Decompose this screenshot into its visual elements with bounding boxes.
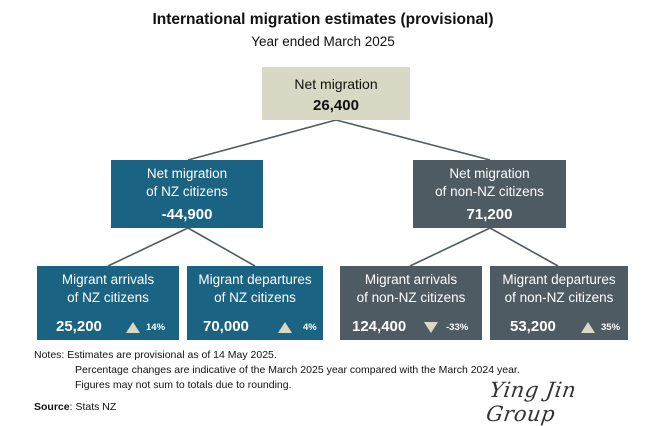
up-triangle-icon: [126, 322, 140, 333]
net-migration-nonnz-label-2: of non-NZ citizens: [435, 184, 544, 199]
net-migration-nonnz-label-1: Net migration: [449, 166, 530, 181]
nz-arrivals-change: 14%: [146, 322, 166, 333]
nonnz-arrivals-box: Migrant arrivals of non-NZ citizens 124,…: [340, 266, 482, 340]
nonnz-arrivals-change: -33%: [446, 322, 469, 333]
watermark-signature: Ying Jin Group: [484, 378, 578, 426]
nz-departures-change: 4%: [303, 322, 317, 333]
notes: Notes: Estimates are provisional as of 1…: [34, 348, 520, 393]
nz-departures-label-2: of NZ citizens: [214, 290, 296, 305]
net-migration-nonnz-value: 71,200: [466, 206, 513, 223]
net-migration-nz-box: Net migration of NZ citizens -44,900: [111, 160, 263, 228]
nonnz-departures-box: Migrant departures of non-NZ citizens 53…: [490, 266, 628, 340]
nz-departures-value: 70,000: [203, 318, 249, 335]
connector-nz-arrivals: [107, 227, 189, 267]
connector-nonnz-departures: [489, 227, 559, 267]
nz-arrivals-label-2: of NZ citizens: [67, 290, 149, 305]
connector-root-nz: [187, 119, 337, 161]
source-text: : Stats NZ: [69, 401, 117, 413]
nonnz-departures-label-2: of non-NZ citizens: [504, 290, 614, 305]
notes-line-1: Estimates are provisional as of 14 May 2…: [67, 349, 277, 361]
net-migration-value: 26,400: [313, 97, 359, 114]
nonnz-departures-value: 53,200: [510, 318, 556, 335]
chart-subtitle: Year ended March 2025: [251, 34, 395, 49]
up-triangle-icon: [278, 322, 292, 333]
notes-line-3: Figures may not sum to totals due to rou…: [75, 379, 292, 391]
source-label: Source: [34, 401, 70, 413]
chart-title: International migration estimates (provi…: [152, 11, 494, 28]
nonnz-arrivals-label-1: Migrant arrivals: [364, 272, 458, 287]
nonnz-departures-change: 35%: [601, 322, 621, 333]
net-migration-nz-value: -44,900: [161, 206, 213, 223]
up-triangle-icon: [581, 322, 595, 333]
nz-arrivals-box: Migrant arrivals of NZ citizens 25,200 1…: [37, 266, 179, 340]
nz-arrivals-value: 25,200: [56, 318, 102, 335]
nz-arrivals-label-1: Migrant arrivals: [61, 272, 155, 287]
net-migration-label: Net migration: [294, 76, 378, 92]
net-migration-nz-label-1: Net migration: [146, 166, 228, 181]
net-migration-nz-label-2: of NZ citizens: [146, 184, 228, 199]
connector-nz-departures: [187, 227, 256, 267]
connector-root-nonnz: [335, 119, 491, 161]
net-migration-nonnz-box: Net migration of non-NZ citizens 71,200: [413, 160, 566, 228]
connector-nonnz-arrivals: [409, 227, 491, 267]
nz-departures-label-1: Migrant departures: [198, 272, 312, 287]
nz-departures-box: Migrant departures of NZ citizens 70,000…: [187, 266, 323, 340]
notes-line-2: Percentage changes are indicative of the…: [75, 364, 520, 376]
notes-prefix: Notes:: [34, 349, 68, 361]
nonnz-arrivals-label-2: of non-NZ citizens: [356, 290, 466, 305]
down-triangle-icon: [424, 322, 438, 333]
source-line: Source: Stats NZ: [34, 401, 116, 413]
nonnz-arrivals-value: 124,400: [352, 318, 407, 335]
net-migration-box: Net migration 26,400: [262, 67, 410, 120]
nonnz-departures-label-1: Migrant departures: [502, 272, 616, 287]
